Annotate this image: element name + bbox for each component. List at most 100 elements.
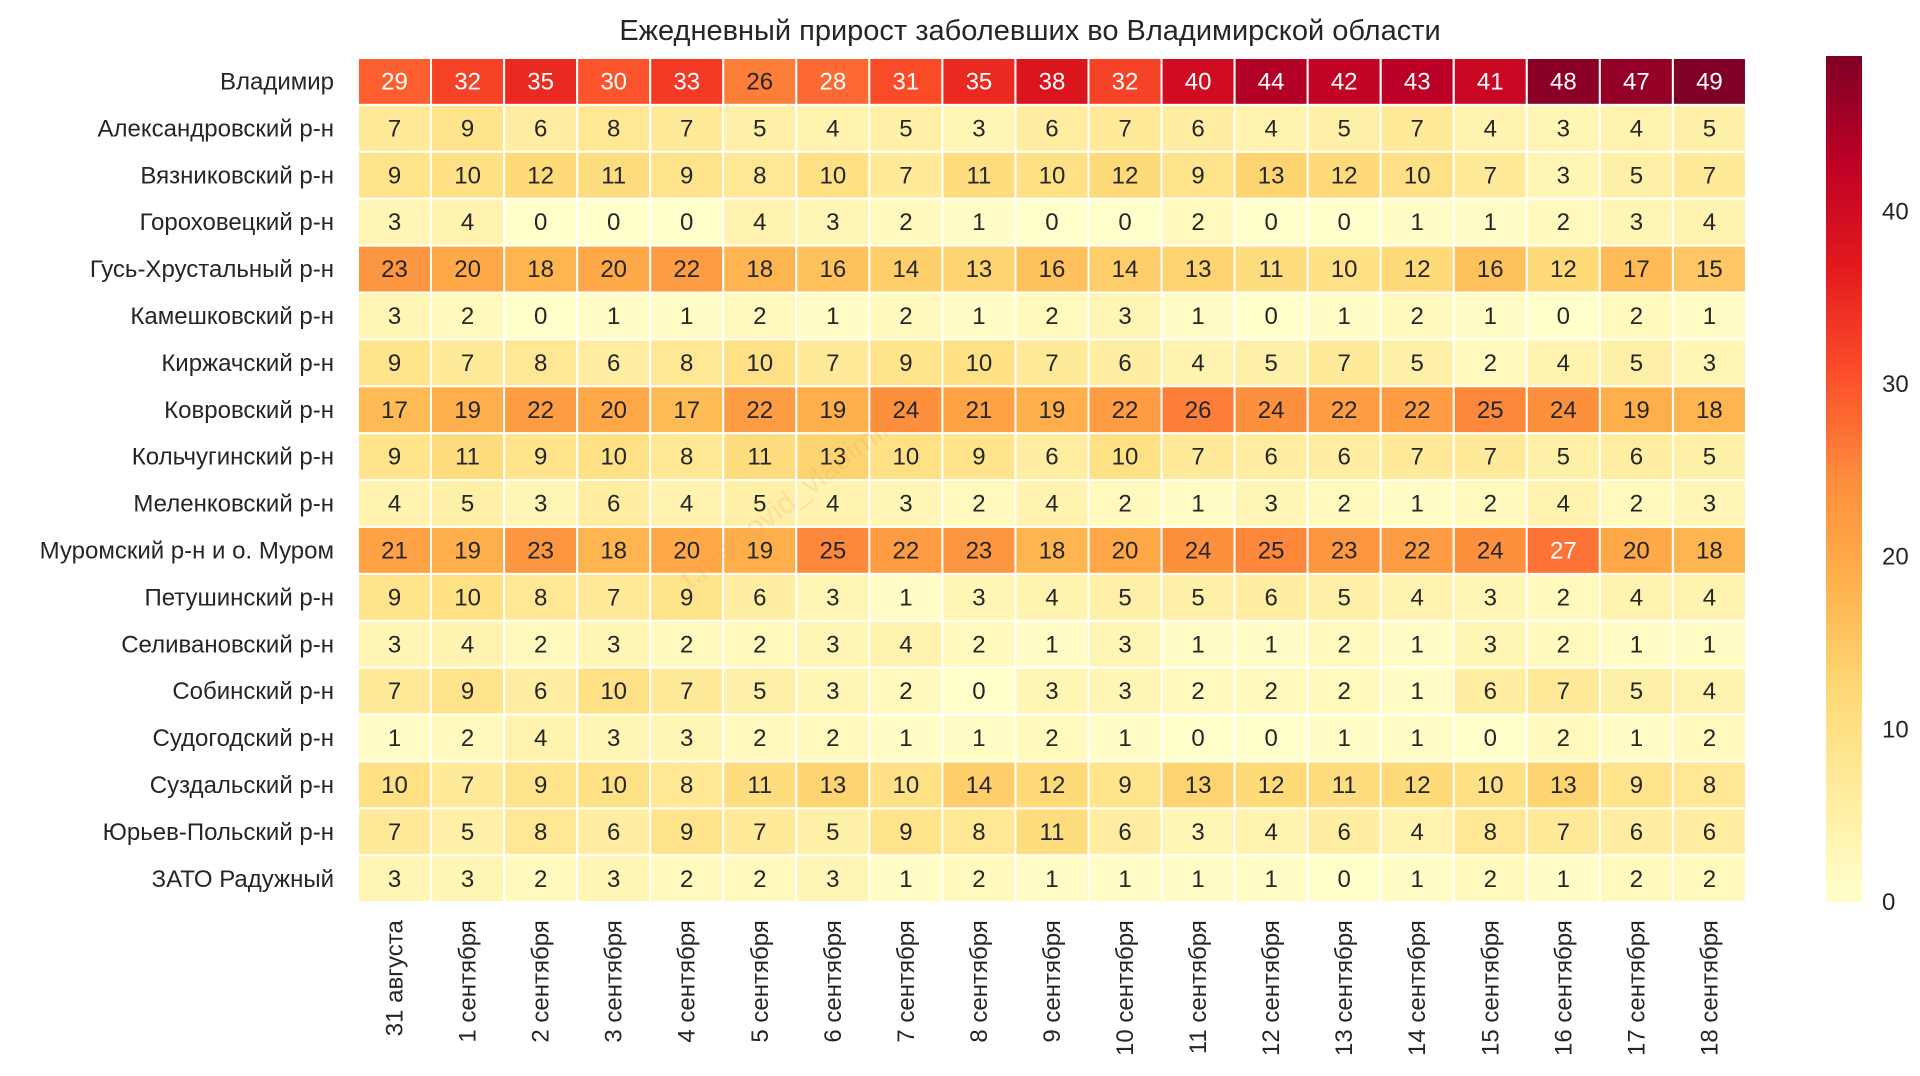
cell-value-label: 3 [534,491,547,518]
heatmap-cell [576,103,652,153]
heatmap-cell [1452,432,1528,482]
cell-value-label: 1 [1630,725,1643,752]
cell-value-label: 1 [1337,303,1350,330]
cell-value-label: 1 [1191,866,1204,893]
colorbar-tick-label: 10 [1882,716,1909,743]
cell-value-label: 1 [1484,209,1497,236]
cell-value-label: 10 [600,678,627,705]
heatmap-cell [1452,479,1528,529]
cell-value-label: 23 [527,537,554,564]
cell-value-label: 7 [1557,678,1570,705]
heatmap-cell [1525,338,1601,388]
cell-value-label: 2 [972,866,985,893]
heatmap-cell [1233,244,1309,294]
cell-value-label: 12 [1550,256,1577,283]
cell-value-label: 22 [673,256,700,283]
cell-value-label: 3 [680,725,693,752]
cell-value-label: 8 [607,115,620,142]
cell-value-label: 4 [461,209,474,236]
heatmap-cell [1087,854,1163,904]
cell-value-label: 5 [1118,584,1131,611]
heatmap-cell [1306,526,1382,575]
cell-value-label: 6 [534,115,547,142]
cell-value-label: 25 [1477,397,1504,424]
cell-value-label: 18 [1039,537,1066,564]
cell-value-label: 19 [746,537,773,564]
cell-value-label: 4 [534,725,547,752]
cell-value-label: 1 [1703,303,1716,330]
cell-value-label: 1 [899,584,912,611]
cell-value-label: 22 [893,537,920,564]
heatmap-cell [649,244,725,294]
heatmap-cell [722,244,798,294]
heatmap-cell [1525,385,1601,435]
cell-value-label: 23 [1331,537,1358,564]
cell-value-label: 2 [753,303,766,330]
cell-value-label: 21 [966,397,993,424]
heatmap-cell [357,666,433,716]
heatmap-cell [1452,150,1528,200]
cell-value-label: 2 [534,631,547,658]
heatmap-cell [1379,385,1455,435]
row-label: Петушинский р-н [144,584,334,611]
cell-value-label: 2 [1630,866,1643,893]
column-label: 6 сентября [820,920,847,1042]
cell-value-label: 2 [1045,725,1058,752]
cell-value-label: 5 [899,115,912,142]
cell-value-label: 7 [1703,162,1716,189]
cell-value-label: 5 [461,819,474,846]
heatmap-cell [1452,57,1528,106]
cell-value-label: 0 [1191,725,1204,752]
heatmap-cell [1014,666,1090,716]
cell-value-label: 4 [899,631,912,658]
cell-value-label: 9 [1630,772,1643,799]
cell-value-label: 4 [1703,678,1716,705]
heatmap-cell [430,854,506,904]
row-label: Ковровский р-н [164,397,334,424]
heatmap-cell [1671,197,1747,247]
heatmap-cell [357,713,433,763]
heatmap-cell [1160,526,1236,575]
cell-value-label: 8 [1703,772,1716,799]
heatmap-cell [1233,713,1309,763]
heatmap-cell [503,572,579,622]
heatmap-cell [795,572,871,622]
cell-value-label: 6 [1118,350,1131,377]
heatmap-cell [1452,666,1528,716]
cell-value-label: 22 [527,397,554,424]
cell-value-label: 17 [673,397,700,424]
cell-value-label: 13 [819,772,846,799]
cell-value-label: 2 [1484,350,1497,377]
cell-value-label: 32 [1112,68,1139,95]
cell-value-label: 16 [1039,256,1066,283]
cell-value-label: 1 [1118,725,1131,752]
heatmap-cell [722,619,798,669]
colorbar-gradient [1826,56,1862,902]
heatmap-cell [357,338,433,388]
cell-value-label: 12 [1258,772,1285,799]
cell-value-label: 5 [1191,584,1204,611]
cell-value-label: 3 [388,209,401,236]
cell-value-label: 9 [680,162,693,189]
row-label: ЗАТО Радужный [152,866,334,893]
heatmap-cell [1452,197,1528,247]
heatmap-cell [1452,760,1528,810]
heatmap-cell [1306,57,1382,106]
column-label: 15 сентября [1477,920,1504,1056]
cell-value-label: 18 [746,256,773,283]
heatmap-cell [1598,338,1674,388]
row-label: Суздальский р-н [150,772,334,799]
heatmap-cell [1306,432,1382,482]
cell-value-label: 5 [1411,350,1424,377]
heatmap-cell [868,619,944,669]
cell-value-label: 1 [1411,678,1424,705]
cell-value-label: 3 [1118,303,1131,330]
cell-value-label: 48 [1550,68,1577,95]
heatmap-cell [357,854,433,904]
cell-value-label: 10 [893,444,920,471]
cell-value-label: 11 [1040,819,1065,846]
heatmap-cell [1379,526,1455,575]
cell-value-label: 4 [461,631,474,658]
cell-value-label: 0 [972,678,985,705]
cell-value-label: 2 [1557,584,1570,611]
